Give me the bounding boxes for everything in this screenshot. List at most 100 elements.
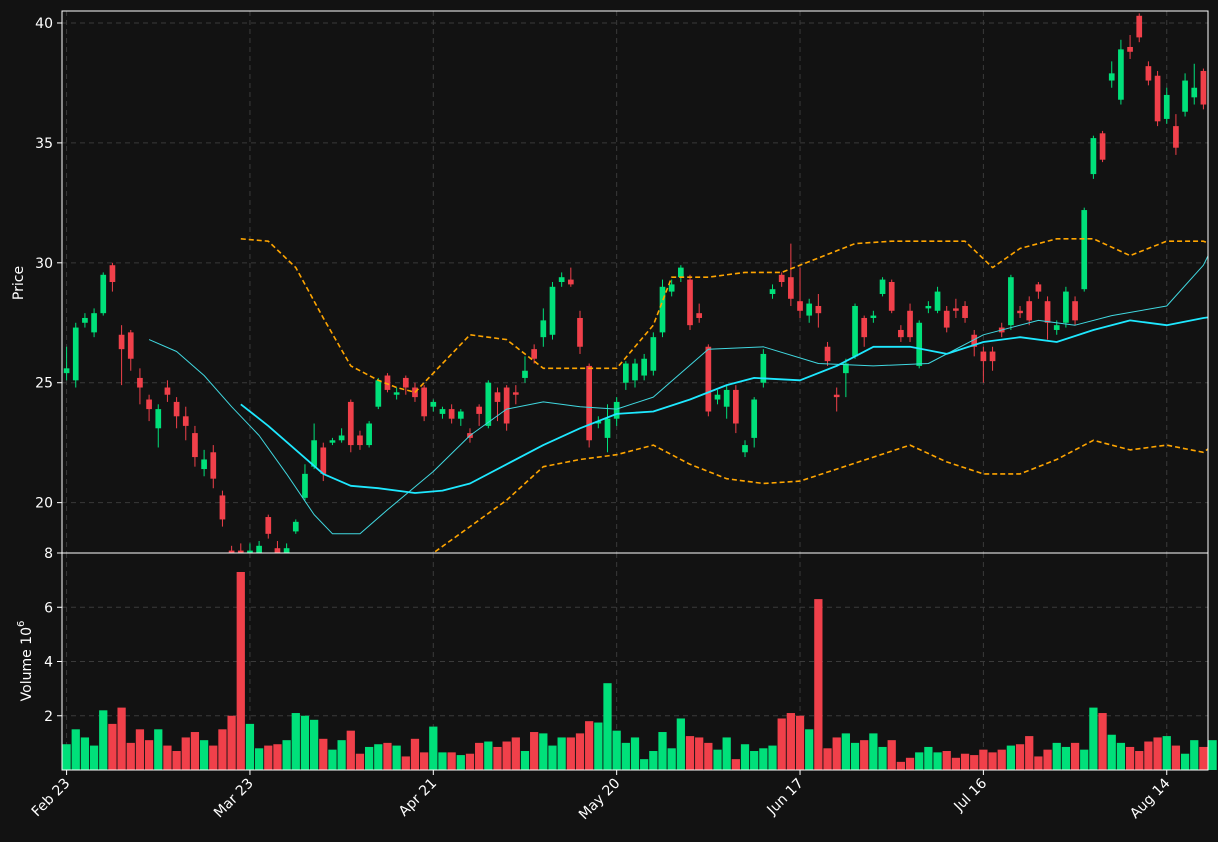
price-plot-area [62,11,1208,553]
candle-body [641,358,648,376]
candle-body [256,545,262,553]
volume-bar [520,751,530,770]
volume-bar [832,737,841,770]
candle-body [384,375,391,390]
volume-bar [511,737,520,770]
volume-bar [915,752,924,770]
candle-body [448,409,455,419]
moving-average-fast-line [148,254,1208,535]
candle-body [1145,66,1152,81]
candle-body [558,277,565,282]
volume-bar [640,759,649,770]
candle-body [1072,301,1078,321]
volume-bar [319,738,328,770]
price-panel: 20 25 30 35 40 Price [11,10,1209,554]
candle-body [742,445,748,453]
volume-bar [1061,746,1071,770]
candle-body [677,267,684,278]
volume-bar [566,737,575,770]
volume-bar [172,751,181,770]
candle-body [82,317,88,323]
volume-bar [658,732,667,770]
candle-body [63,368,70,374]
volume-bar [429,726,438,770]
candle-body [604,418,611,438]
volume-bar [1107,734,1116,770]
candle-body [421,387,427,417]
volume-bar [548,745,557,770]
candlestick-series [63,13,1207,553]
volume-bar [1098,713,1107,770]
candle-body [1173,126,1179,148]
volume-bar [1144,741,1153,770]
volume-bar [374,744,383,770]
candle-body [476,406,482,414]
volume-bar [135,729,145,770]
candle-body [192,433,198,458]
volume-bar [438,752,447,770]
volume-bar [475,742,484,770]
candle-body [439,409,446,414]
volume-bar [896,761,905,770]
volume-bar [1199,746,1208,770]
volume-bar [603,683,612,770]
candle-body [274,548,281,553]
volume-bar [557,737,566,770]
candle-body [1163,94,1170,119]
volume-bar [988,752,997,770]
volume-bar [1025,736,1034,770]
volume-bar [144,740,154,770]
candle-body [806,303,813,316]
candle-body [659,286,666,333]
volume-bar [695,737,704,770]
volume-axis-title: Volume 106 [16,621,35,702]
volume-bar [1080,749,1089,770]
candle-body [320,447,327,474]
candle-body [302,473,308,498]
candle-body [402,377,409,388]
volume-bar [539,733,548,770]
volume-bar [676,718,685,770]
volume-bar [126,742,135,770]
bollinger-upper-line [240,238,1208,394]
candle-body [457,411,464,419]
volume-bar [365,746,374,770]
candle-body [632,363,638,381]
candle-body [888,282,895,311]
candle-body [953,308,959,311]
candle-body [934,291,941,311]
volume-y-tick-label: 6 [44,600,53,616]
volume-bar [970,755,979,770]
candle-body [1081,210,1088,290]
candle-body [907,310,913,338]
volume-bar [80,737,90,770]
candle-body [733,389,739,424]
candle-body [843,363,849,374]
candle-body [1017,310,1023,314]
volume-bar [1052,742,1061,770]
candle-body [1053,325,1060,330]
volume-bar [823,748,832,770]
volume-bar [814,599,823,770]
candle-body [329,440,336,443]
volume-axis-title-text: Volume 10 [19,627,35,701]
volume-bar [300,715,310,770]
price-y-tick-label: 35 [35,136,53,152]
volume-bar [1070,742,1080,770]
candle-body [430,401,437,407]
candle-body [210,452,217,479]
volume-bar [759,748,768,770]
candle-body [622,363,629,383]
candle-body [898,329,904,338]
volume-bar [181,737,190,770]
candle-body [1044,301,1051,323]
candle-body [72,327,79,381]
volume-bars [62,571,1217,770]
candle-body [595,421,602,424]
volume-bar [685,736,695,770]
volume-bar [649,751,658,770]
volume-bar [117,707,126,770]
candle-body [833,394,840,398]
candle-body [485,382,492,426]
candle-body [1108,73,1115,81]
